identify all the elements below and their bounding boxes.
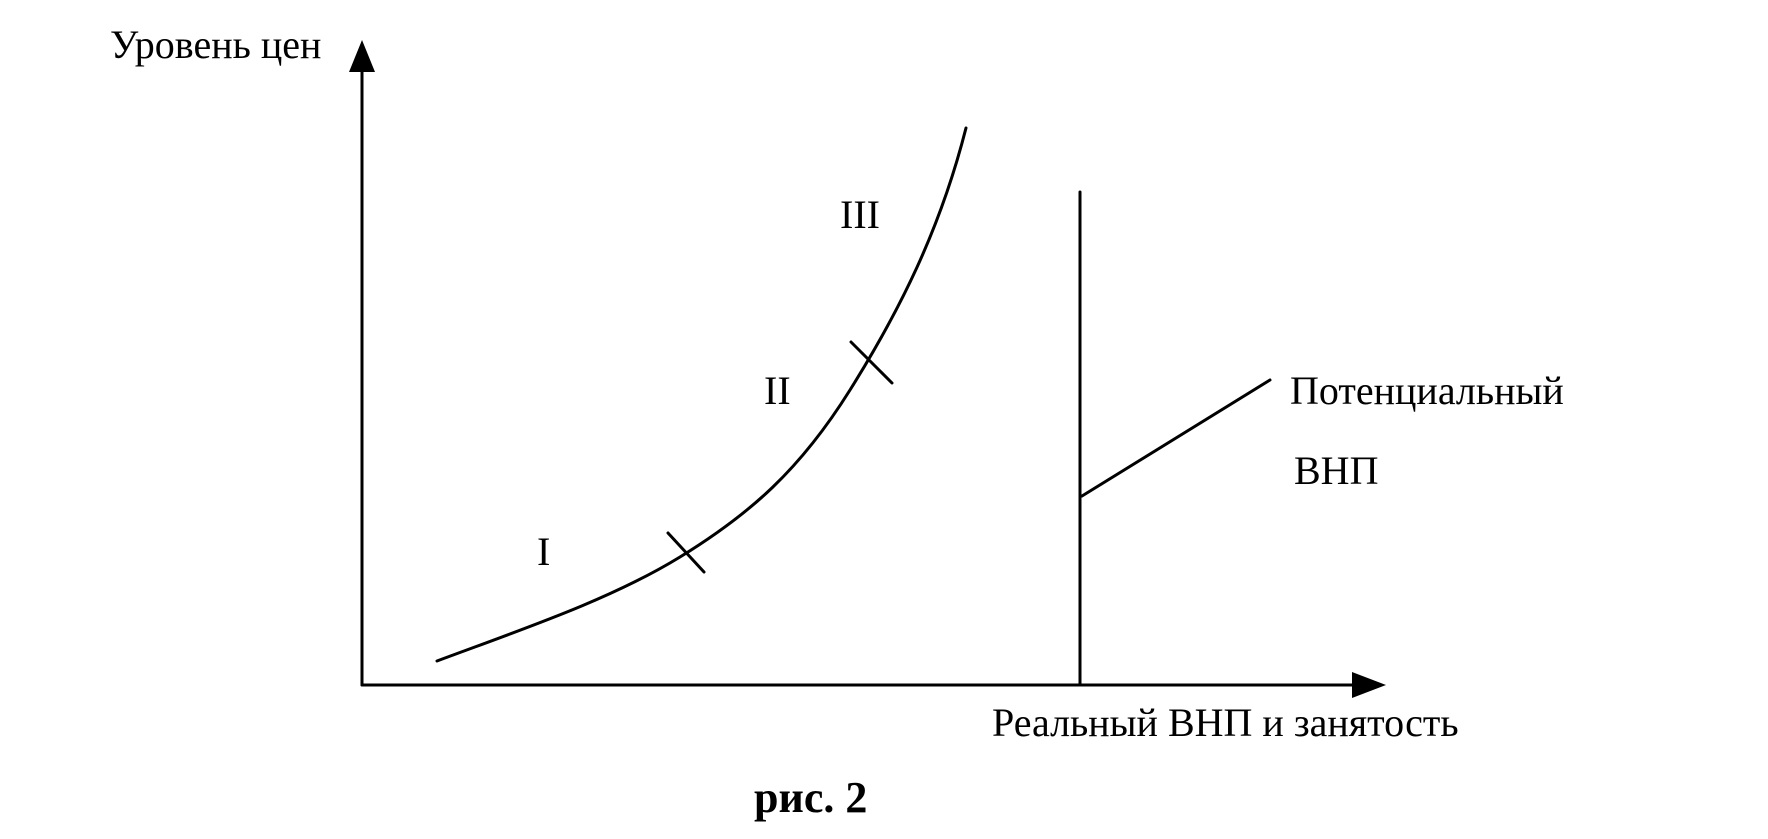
figure-caption: рис. 2 (754, 773, 867, 822)
y-axis-arrowhead (349, 40, 375, 72)
aggregate-supply-curve (435, 126, 968, 663)
potential-gnp-label-abbrev: ВНП (1294, 448, 1378, 493)
segment-label-1: I (537, 529, 550, 574)
segment-boundary-tick-2 (849, 340, 894, 385)
segment-boundary-tick-1 (666, 531, 706, 574)
segment-label-2: II (764, 368, 791, 413)
x-axis-arrowhead (1352, 672, 1386, 698)
potential-gnp-leader-line (1080, 378, 1272, 498)
y-axis-label: Уровень цен (110, 22, 321, 67)
segment-label-3: III (840, 192, 880, 237)
x-axis-label: Реальный ВНП и занятость (992, 700, 1459, 745)
potential-gnp-label: Потенциальный (1290, 368, 1564, 413)
